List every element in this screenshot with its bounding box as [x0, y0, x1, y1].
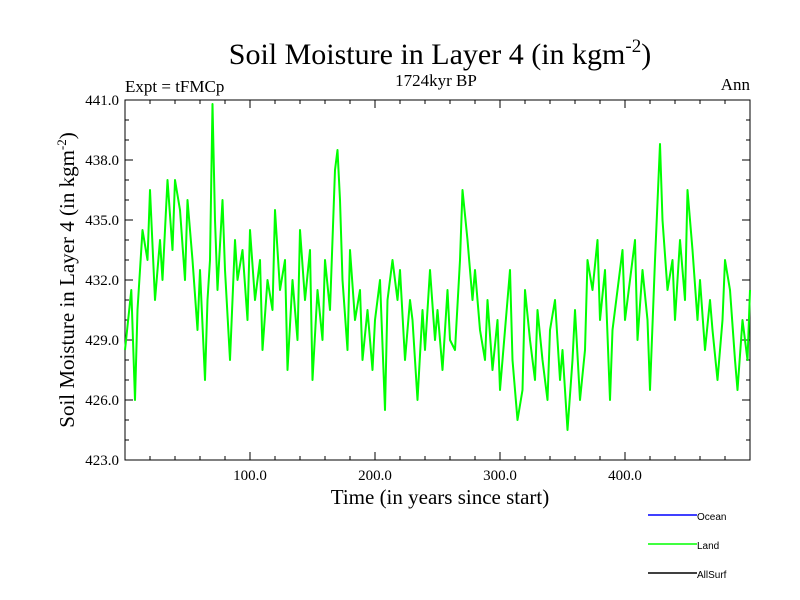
x-axis: 100.0 200.0 300.0 400.0: [233, 100, 642, 484]
y-tick-label: 435.0: [85, 213, 119, 229]
x-tick-label: 400.0: [608, 468, 642, 484]
legend-label-land: Land: [697, 541, 719, 552]
legend-label-allsurf: AllSurf: [697, 570, 727, 581]
x-tick-label: 200.0: [358, 468, 392, 484]
chart-title: Soil Moisture in Layer 4 (in kgm-2): [229, 36, 651, 71]
chart-subtitle: 1724kyr BP: [395, 71, 477, 90]
x-tick-label: 100.0: [233, 468, 267, 484]
y-tick-label: 429.0: [85, 333, 119, 349]
legend-label-ocean: Ocean: [697, 512, 726, 523]
y-tick-label: 438.0: [85, 153, 119, 169]
y-axis-title: Soil Moisture in Layer 4 (in kgm-2): [54, 132, 79, 427]
season-label: Ann: [721, 75, 751, 94]
minor-ticks: [125, 100, 750, 460]
x-axis-title: Time (in years since start): [331, 485, 550, 509]
legend: Ocean Land AllSurf: [648, 512, 727, 581]
y-tick-label: 423.0: [85, 453, 119, 469]
series-line-land: [124, 103, 751, 431]
y-tick-label: 432.0: [85, 273, 119, 289]
y-tick-label: 441.0: [85, 93, 119, 109]
y-tick-label: 426.0: [85, 393, 119, 409]
x-tick-label: 300.0: [483, 468, 517, 484]
y-axis: 423.0 426.0 429.0 432.0 435.0 438.0 441.0: [85, 93, 750, 469]
experiment-label: Expt = tFMCp: [125, 77, 224, 96]
